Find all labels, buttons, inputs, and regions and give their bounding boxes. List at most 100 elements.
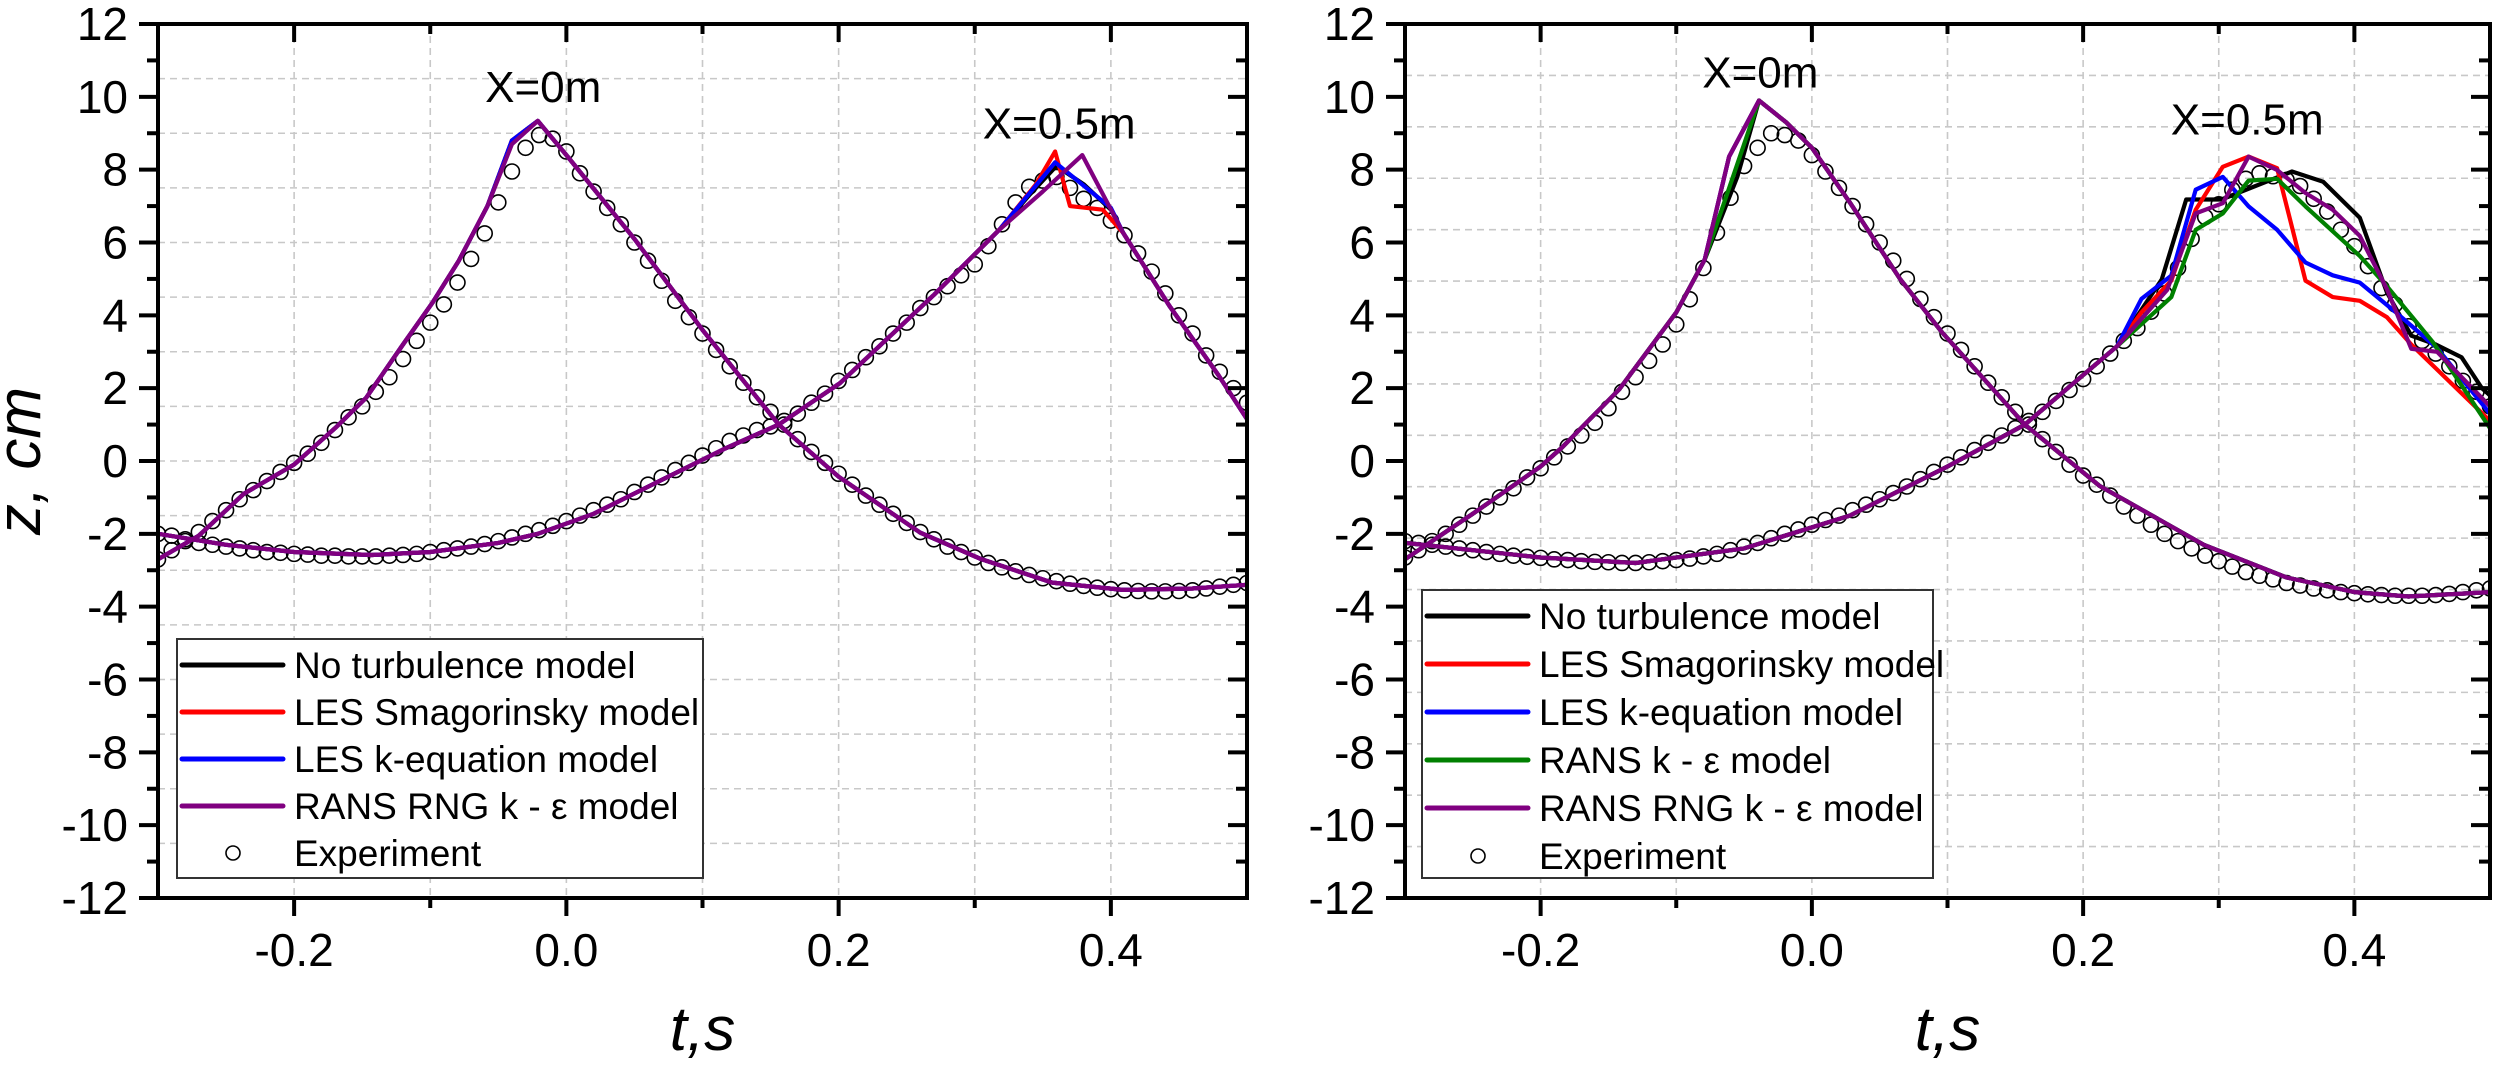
- experiment-point-x-0m: [503, 163, 521, 180]
- experiment-point-x-0m: [231, 490, 248, 508]
- experiment-point-x-0m: [585, 183, 602, 200]
- x-tick-label: -0.2: [254, 924, 333, 976]
- experiment-point-x-0m: [258, 472, 276, 490]
- experiment-point-x-0-5m: [1197, 347, 1215, 364]
- experiment-point-x-0m: [1491, 489, 1509, 506]
- experiment-point-x-0-5m: [313, 547, 330, 564]
- experiment-point-x-0m: [517, 139, 534, 157]
- annotation-label: X=0.5m: [983, 99, 1136, 148]
- experiment-point-x-0m: [2034, 430, 2051, 448]
- experiment-point-x-0m: [911, 523, 929, 541]
- experiment-point-x-0m: [2318, 581, 2336, 599]
- y-tick-label: 12: [77, 0, 128, 50]
- experiment-point-x-0m: [871, 496, 888, 514]
- y-tick-label: -6: [87, 654, 128, 706]
- experiment-point-x-0m: [313, 434, 330, 452]
- y-tick-label: -12: [62, 872, 128, 924]
- experiment-point-x-0-5m: [2101, 345, 2119, 362]
- experiment-point-x-0-5m: [789, 405, 807, 422]
- experiment-point-x-0m: [1830, 179, 1848, 197]
- legend-label: LES Smagorinsky model: [1539, 644, 1944, 685]
- experiment-point-x-0m: [1952, 341, 1970, 359]
- x-tick-label: -0.2: [1501, 924, 1580, 976]
- experiment-point-x-0-5m: [2291, 177, 2309, 195]
- experiment-point-x-0m: [2156, 525, 2173, 543]
- experiment-point-x-0m: [2237, 563, 2255, 581]
- experiment-point-x-0m: [2007, 403, 2024, 421]
- experiment-point-x-0m: [2061, 456, 2078, 473]
- y-tick-label: 4: [1349, 289, 1375, 341]
- experiment-point-x-0m: [735, 374, 752, 392]
- experiment-point-x-0m: [2074, 467, 2092, 484]
- x-tick-label: 0.2: [2051, 924, 2115, 976]
- experiment-point-x-0-5m: [1925, 463, 1943, 481]
- legend-label: LES k-equation model: [1539, 692, 1903, 733]
- experiment-point-x-0-5m: [2441, 358, 2458, 375]
- series-line-rans-rng-k-epsilon-model-x-0m: [158, 118, 1247, 593]
- chart-left-panel: -12 -10 -8 -6 -4 -2 0 2 4 6 8 10 12 -0.2 0.0 0.2 0.4 t,s z…: [0, 0, 1249, 1064]
- experiment-point-x-0m: [1762, 124, 1780, 142]
- legend-label: Experiment: [1539, 836, 1727, 877]
- experiment-point-x-0-5m: [1993, 427, 2011, 444]
- experiment-point-x-0m: [544, 130, 562, 148]
- chart-right-panel: -12 -10 -8 -6 -4 -2 0 2 4 6 8 10 12 -0.2 0.0 0.2 0.4 t,s X…: [1309, 0, 2492, 1064]
- y-tick-label: 10: [77, 71, 128, 123]
- experiment-point-x-0m: [2481, 580, 2490, 597]
- x-axis-title: t,s: [670, 995, 735, 1064]
- y-tick-label: 0: [1349, 435, 1375, 487]
- experiment-point-x-0-5m: [258, 543, 276, 561]
- annotation-label: X=0m: [485, 63, 601, 112]
- experiment-point-x-0m: [898, 514, 915, 532]
- y-tick-label: 6: [102, 217, 128, 269]
- y-tick-label: -2: [1334, 508, 1375, 560]
- experiment-point-x-0m: [1966, 358, 1983, 375]
- experiment-point-x-0m: [1654, 336, 1671, 353]
- experiment-point-x-0m: [1518, 469, 1536, 486]
- legend-label: No turbulence model: [294, 645, 635, 686]
- legend: No turbulence model LES Smagorinsky model…: [1421, 589, 1944, 879]
- experiment-point-x-0-5m: [803, 394, 820, 412]
- experiment-point-x-0m: [1238, 574, 1247, 592]
- legend-box: [176, 638, 704, 879]
- experiment-point-x-0m: [1857, 215, 1875, 233]
- experiment-point-x-0m: [462, 250, 480, 268]
- experiment-point-x-0m: [571, 165, 589, 182]
- experiment-point-x-0m: [1157, 583, 1174, 600]
- experiment-point-x-0m: [272, 463, 289, 481]
- legend-label: LES Smagorinsky model: [294, 692, 699, 733]
- x-tick-label: 0.4: [2322, 924, 2386, 976]
- legend-swatch-experiment: [1470, 848, 1486, 864]
- annotation-label: X=0.5m: [2171, 96, 2324, 145]
- experiment-point-x-0-5m: [1871, 490, 1888, 508]
- legend-label: No turbulence model: [1539, 596, 1880, 637]
- experiment-point-x-0-5m: [1238, 394, 1247, 412]
- experiment-point-x-0m: [843, 476, 861, 493]
- experiment-point-x-0m: [1464, 507, 1482, 524]
- axes: -12 -10 -8 -6 -4 -2 0 2 4 6 8 10 12 -0.2 0.0 0.2 0.4: [62, 0, 1247, 976]
- experiment-point-x-0-5m: [911, 299, 929, 317]
- experiment-point-x-0m: [158, 551, 167, 568]
- y-tick-label: 12: [1324, 0, 1375, 50]
- experiment-point-x-0m: [884, 505, 902, 523]
- experiment-point-x-0-5m: [1116, 226, 1133, 244]
- experiment-point-x-0-5m: [2210, 195, 2228, 213]
- legend-label: RANS RNG k - ε model: [294, 786, 679, 827]
- experiment-point-x-0m: [326, 421, 344, 439]
- experiment-point-x-0-5m: [816, 385, 834, 402]
- experiment-point-x-0-5m: [993, 215, 1011, 233]
- y-tick-label: 6: [1349, 217, 1375, 269]
- axes: -12 -10 -8 -6 -4 -2 0 2 4 6 8 10 12 -0.2 0.0 0.2 0.4: [1309, 0, 2490, 976]
- x-tick-label: 0.0: [534, 924, 598, 976]
- x-axis-title: t,s: [1915, 995, 1980, 1064]
- experiment-point-x-0m: [476, 225, 494, 242]
- experiment-point-x-0m: [2305, 580, 2322, 597]
- experiment-point-x-0m: [925, 530, 943, 548]
- experiment-point-x-0m: [707, 341, 725, 359]
- experiment-point-x-0m: [1170, 582, 1188, 600]
- experiment-point-x-0m: [2169, 532, 2187, 550]
- experiment-point-x-0m: [1844, 197, 1861, 215]
- experiment-point-x-0-5m: [884, 325, 902, 342]
- experiment-point-x-0-5m: [1075, 190, 1092, 208]
- experiment-point-x-0m: [408, 332, 425, 350]
